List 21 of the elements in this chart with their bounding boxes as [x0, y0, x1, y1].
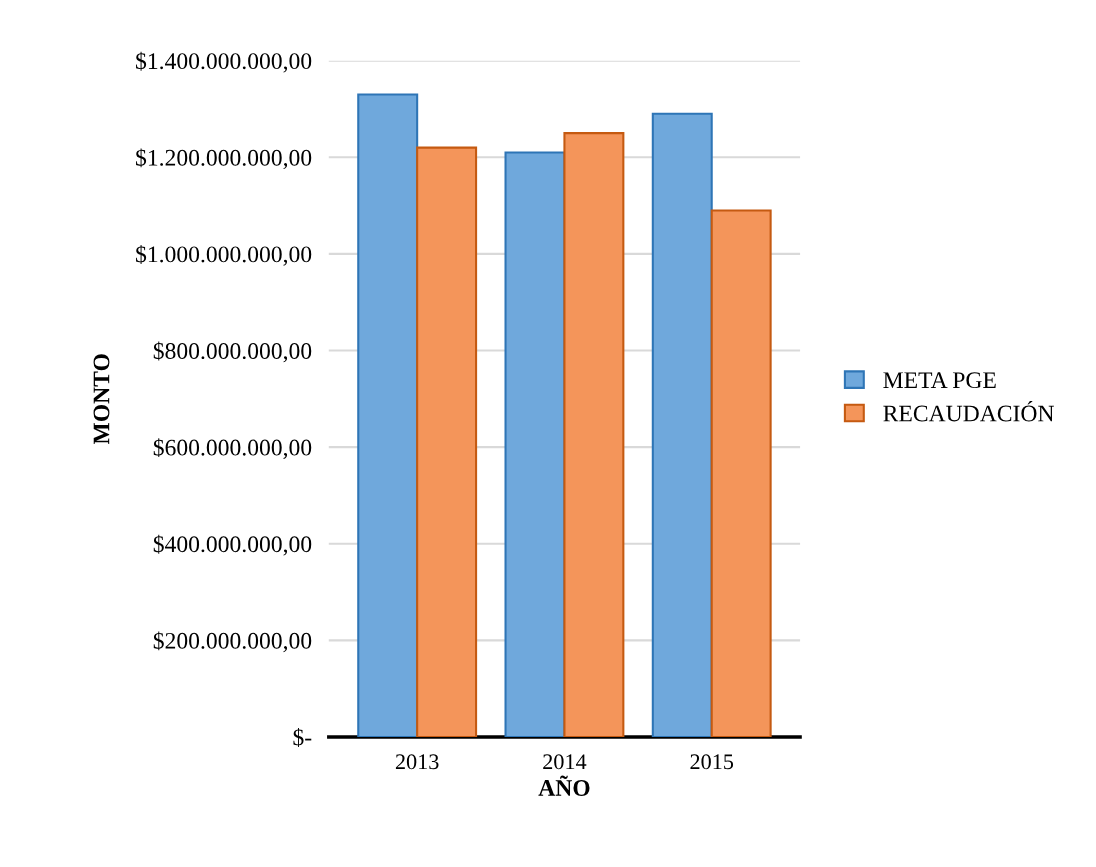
bar — [563, 132, 625, 737]
y-tick-label: $- — [293, 728, 312, 747]
bar — [416, 146, 478, 737]
x-tick-label: 2015 — [690, 754, 734, 770]
y-tick-label: $800.000.000,00 — [153, 341, 312, 363]
y-tick-label: $1.400.000.000,00 — [136, 51, 312, 73]
y-tick-label: $400.000.000,00 — [153, 534, 312, 556]
y-tick-label: $600.000.000,00 — [153, 438, 312, 459]
y-tick-label: $1.000.000.000,00 — [136, 245, 312, 266]
bar — [357, 93, 419, 737]
y-tick-label: $200.000.000,00 — [153, 631, 312, 653]
x-tick-label: 2014 — [543, 754, 587, 770]
bar — [651, 112, 713, 737]
x-tick-label: 2013 — [395, 754, 439, 770]
legend-label: META PGE — [883, 372, 996, 389]
y-axis-title: MONTO — [93, 354, 110, 445]
legend-label: RECAUDACIÓN — [883, 401, 1054, 422]
bar — [710, 209, 772, 737]
x-axis-title: AÑO — [538, 775, 590, 796]
bar — [504, 151, 566, 737]
y-tick-label: $1.200.000.000,00 — [136, 148, 312, 170]
